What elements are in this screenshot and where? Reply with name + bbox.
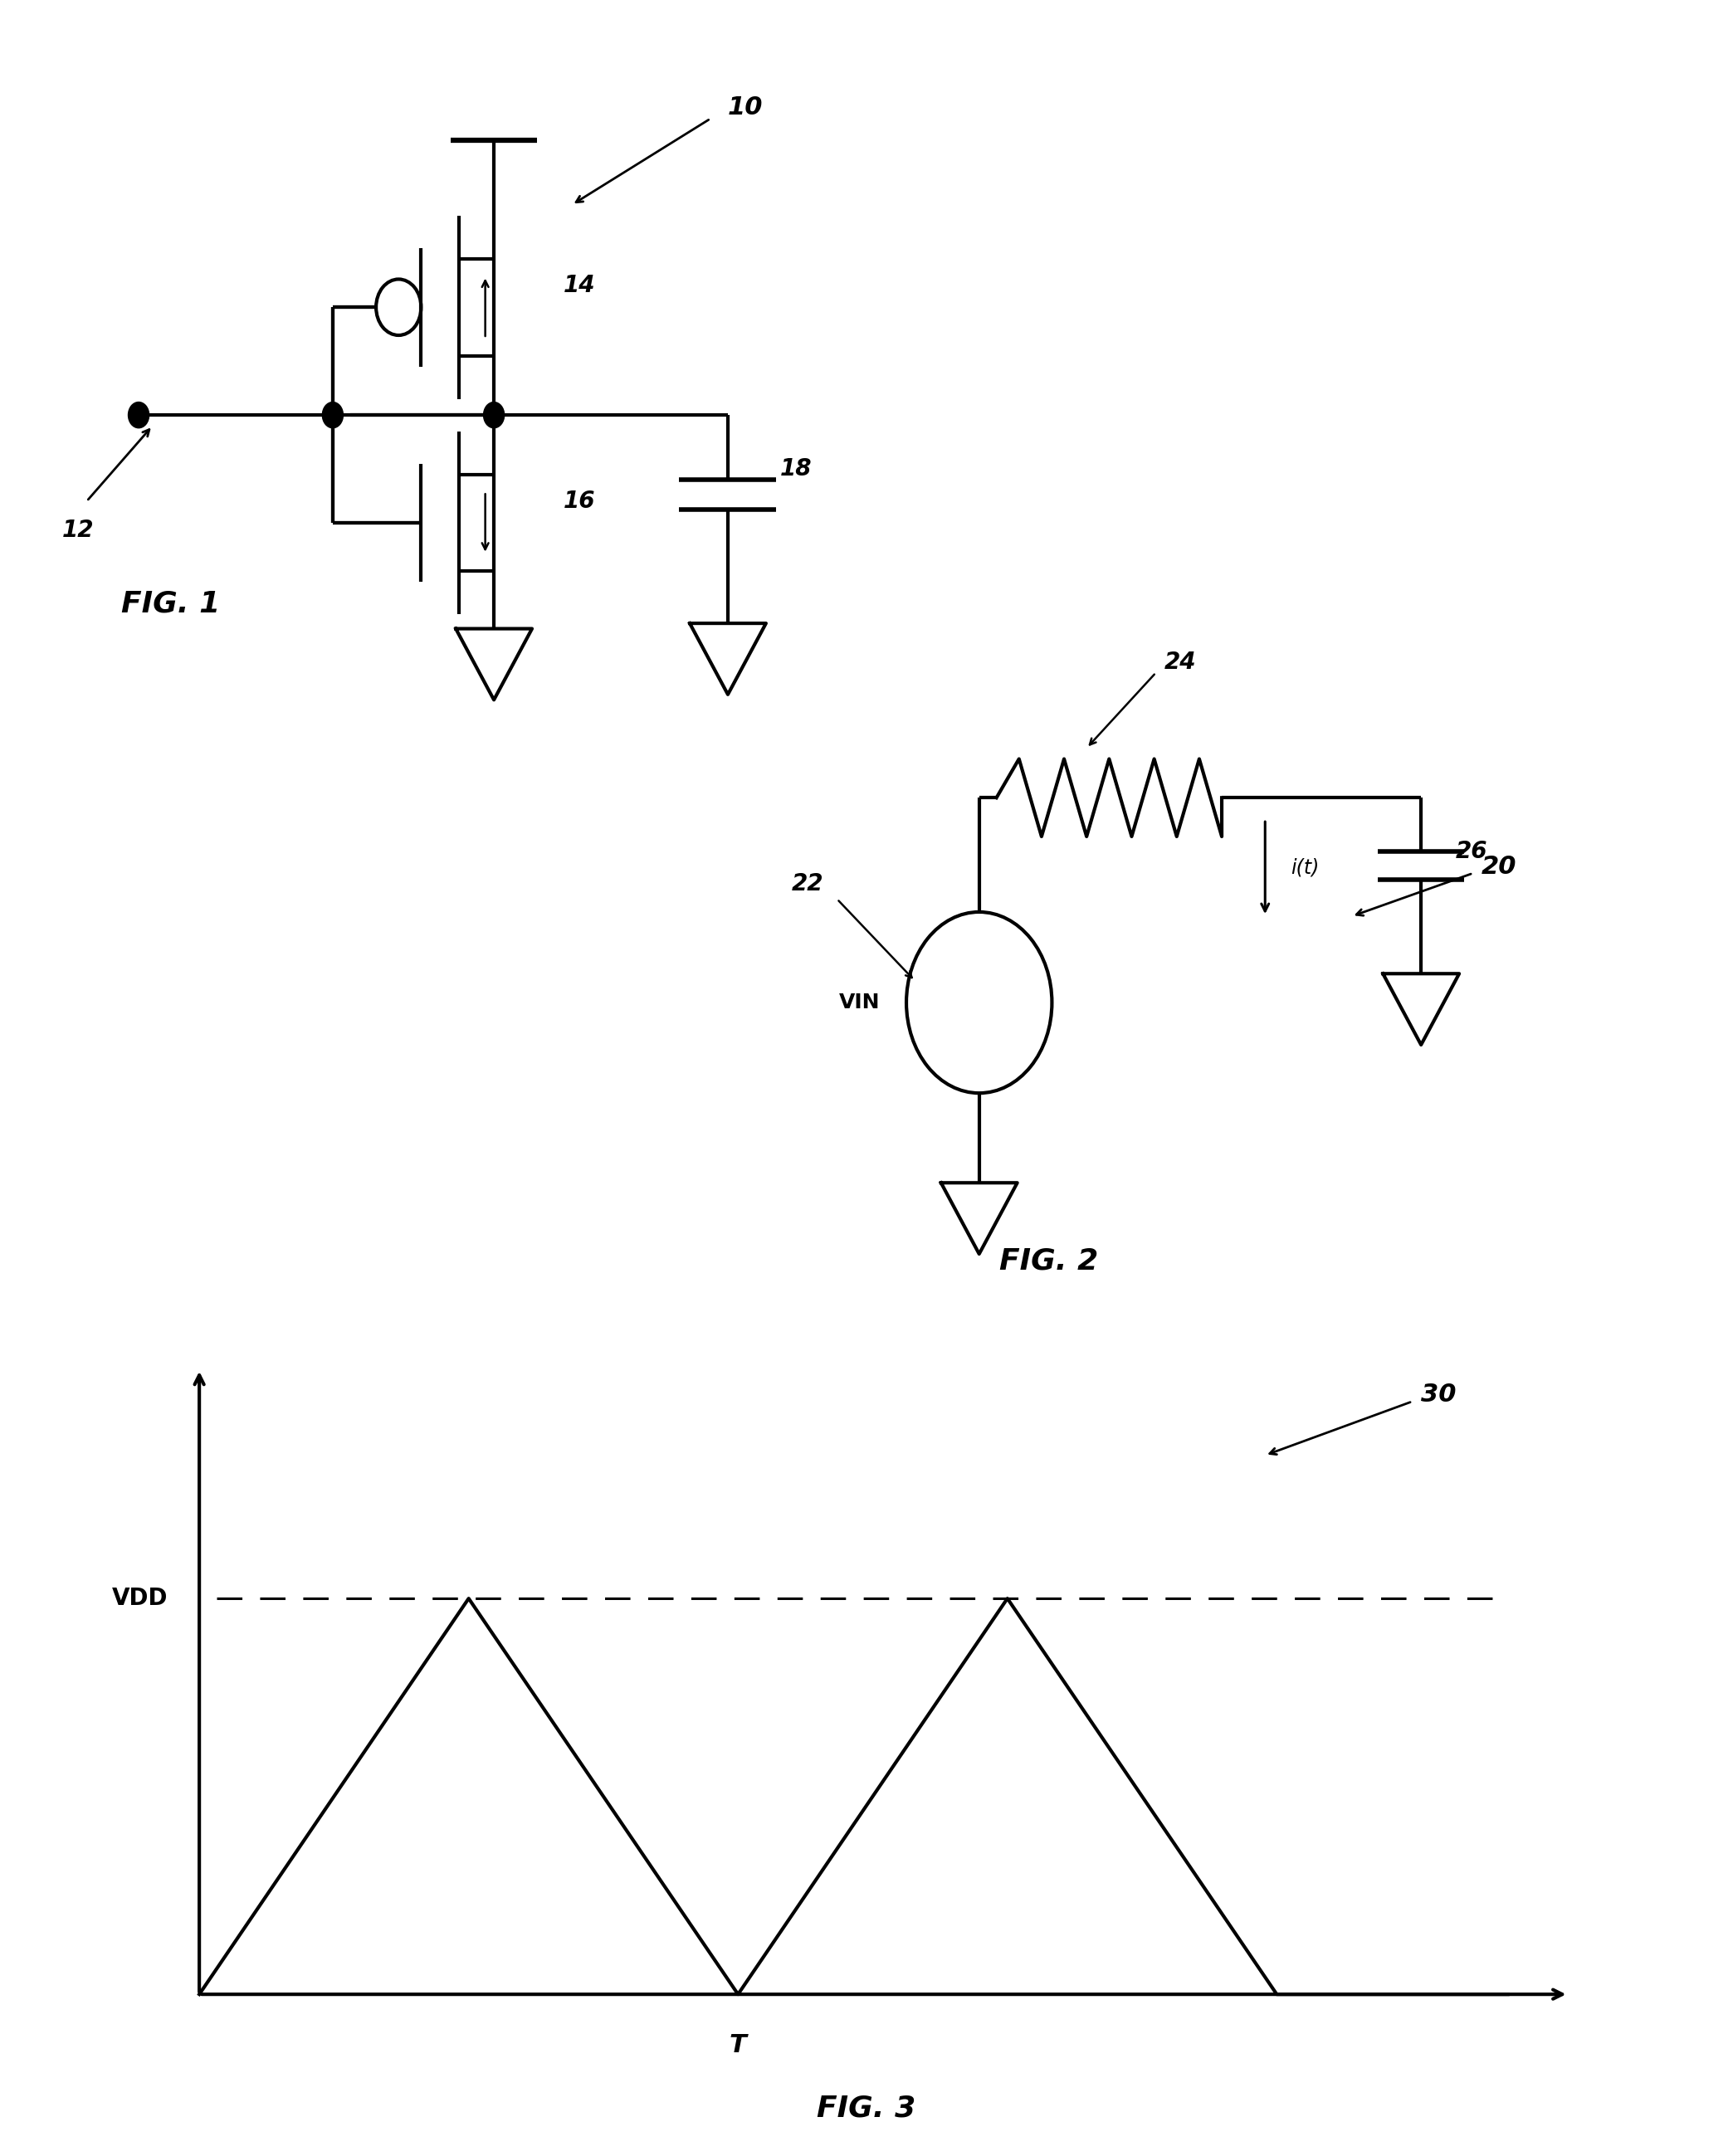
Text: 30: 30 [1421, 1382, 1456, 1408]
Text: 22: 22 [792, 873, 823, 895]
Text: 14: 14 [563, 274, 594, 298]
Text: FIG. 1: FIG. 1 [121, 589, 220, 619]
Text: T: T [730, 2033, 747, 2057]
Text: 10: 10 [728, 95, 763, 121]
Text: 26: 26 [1456, 841, 1487, 862]
Circle shape [322, 401, 343, 427]
Text: 20: 20 [1482, 854, 1516, 880]
Text: VDD: VDD [113, 1587, 168, 1611]
Text: 16: 16 [563, 489, 594, 513]
Circle shape [128, 401, 149, 427]
Text: 18: 18 [780, 457, 811, 481]
Text: i(t): i(t) [1291, 858, 1319, 877]
Circle shape [484, 401, 504, 427]
Text: 24: 24 [1165, 651, 1196, 673]
Text: VIN: VIN [839, 992, 880, 1013]
Text: FIG. 3: FIG. 3 [816, 2093, 917, 2124]
Text: FIG. 2: FIG. 2 [998, 1246, 1099, 1276]
Text: 12: 12 [62, 517, 94, 541]
